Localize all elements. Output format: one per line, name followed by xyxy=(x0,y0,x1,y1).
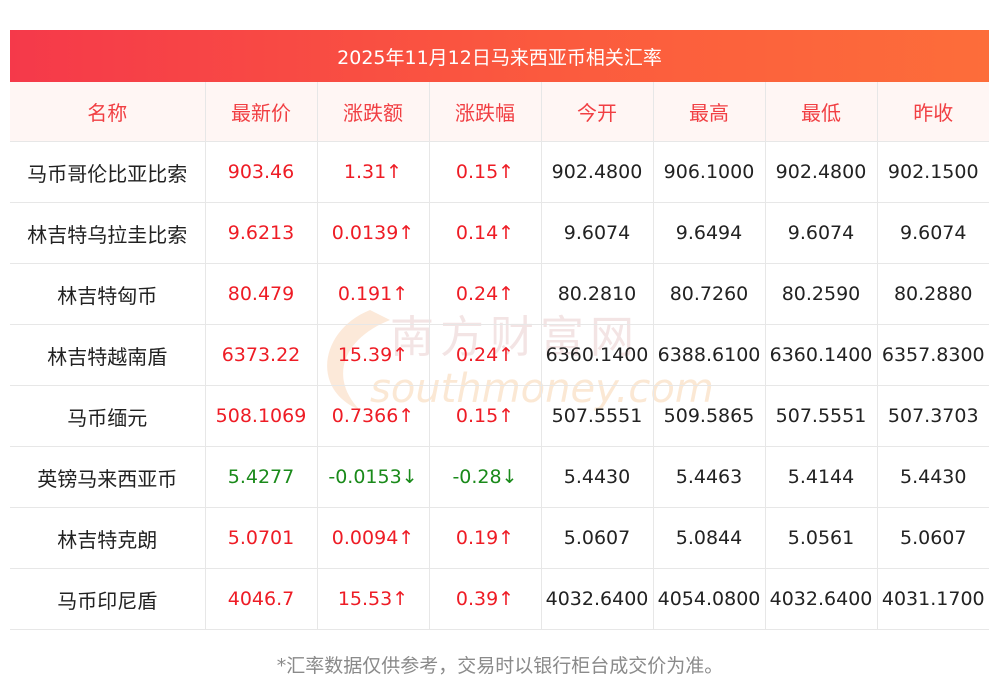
prev-close-price: 80.2880 xyxy=(877,263,989,325)
table-row: 林吉特越南盾 6373.22 15.39↑ 0.24↑ 6360.1400 6388.61… xyxy=(10,324,989,386)
latest-price: 4046.7 xyxy=(205,568,318,630)
change-amount: 1.31↑ xyxy=(317,141,430,203)
latest-price: 6373.22 xyxy=(205,324,318,386)
currency-pair-name: 马币印尼盾 xyxy=(10,568,206,630)
high-price: 906.1000 xyxy=(653,141,766,203)
prev-close-price: 5.4430 xyxy=(877,446,989,508)
currency-pair-name: 林吉特越南盾 xyxy=(10,324,206,386)
prev-close-price: 6357.8300 xyxy=(877,324,989,386)
change-percent: 0.14↑ xyxy=(429,202,542,264)
open-price: 4032.6400 xyxy=(541,568,654,630)
table-row: 英镑马来西亚币 5.4277 -0.0153↓ -0.28↓ 5.4430 5.4463 5… xyxy=(10,446,989,508)
open-price: 507.5551 xyxy=(541,385,654,447)
high-price: 80.7260 xyxy=(653,263,766,325)
change-amount: 0.7366↑ xyxy=(317,385,430,447)
low-price: 6360.1400 xyxy=(765,324,878,386)
latest-price: 508.1069 xyxy=(205,385,318,447)
open-price: 902.4800 xyxy=(541,141,654,203)
header-low: 最低 xyxy=(765,82,878,142)
low-price: 9.6074 xyxy=(765,202,878,264)
latest-price: 80.479 xyxy=(205,263,318,325)
header-high: 最高 xyxy=(653,82,766,142)
table-row: 林吉特乌拉圭比索 9.6213 0.0139↑ 0.14↑ 9.6074 9.6494 9.… xyxy=(10,202,989,264)
change-amount: 15.39↑ xyxy=(317,324,430,386)
prev-close-price: 5.0607 xyxy=(877,507,989,569)
header-latest-price: 最新价 xyxy=(205,82,318,142)
currency-pair-name: 马币哥伦比亚比索 xyxy=(10,141,206,203)
high-price: 6388.6100 xyxy=(653,324,766,386)
latest-price: 903.46 xyxy=(205,141,318,203)
change-amount: -0.0153↓ xyxy=(317,446,430,508)
high-price: 9.6494 xyxy=(653,202,766,264)
change-percent: -0.28↓ xyxy=(429,446,542,508)
open-price: 80.2810 xyxy=(541,263,654,325)
header-prev-close: 昨收 xyxy=(877,82,989,142)
currency-pair-name: 林吉特乌拉圭比索 xyxy=(10,202,206,264)
change-amount: 0.0094↑ xyxy=(317,507,430,569)
open-price: 6360.1400 xyxy=(541,324,654,386)
page-title: 2025年11月12日马来西亚币相关汇率 xyxy=(337,46,662,69)
prev-close-price: 9.6074 xyxy=(877,202,989,264)
prev-close-price: 507.3703 xyxy=(877,385,989,447)
low-price: 5.0561 xyxy=(765,507,878,569)
change-percent: 0.15↑ xyxy=(429,385,542,447)
header-change-percent: 涨跌幅 xyxy=(429,82,542,142)
change-amount: 15.53↑ xyxy=(317,568,430,630)
page-title-banner: 2025年11月12日马来西亚币相关汇率 xyxy=(10,30,989,82)
high-price: 5.4463 xyxy=(653,446,766,508)
low-price: 80.2590 xyxy=(765,263,878,325)
low-price: 902.4800 xyxy=(765,141,878,203)
open-price: 9.6074 xyxy=(541,202,654,264)
table-header-row: 名称 最新价 涨跌额 涨跌幅 今开 最高 最低 昨收 xyxy=(10,82,989,142)
high-price: 4054.0800 xyxy=(653,568,766,630)
table-row: 林吉特克朗 5.0701 0.0094↑ 0.19↑ 5.0607 5.0844 5.056… xyxy=(10,507,989,569)
currency-pair-name: 林吉特克朗 xyxy=(10,507,206,569)
disclaimer-footnote: *汇率数据仅供参考，交易时以银行柜台成交价为准。 xyxy=(276,655,724,677)
high-price: 509.5865 xyxy=(653,385,766,447)
high-price: 5.0844 xyxy=(653,507,766,569)
currency-pair-name: 英镑马来西亚币 xyxy=(10,446,206,508)
low-price: 507.5551 xyxy=(765,385,878,447)
open-price: 5.4430 xyxy=(541,446,654,508)
change-percent: 0.15↑ xyxy=(429,141,542,203)
change-percent: 0.24↑ xyxy=(429,324,542,386)
table-row: 马币哥伦比亚比索 903.46 1.31↑ 0.15↑ 902.4800 906.1000… xyxy=(10,141,989,203)
header-name: 名称 xyxy=(10,82,206,142)
change-percent: 0.39↑ xyxy=(429,568,542,630)
table-row: 马币印尼盾 4046.7 15.53↑ 0.39↑ 4032.6400 4054.0800… xyxy=(10,568,989,630)
prev-close-price: 902.1500 xyxy=(877,141,989,203)
header-change-amount: 涨跌额 xyxy=(317,82,430,142)
currency-pair-name: 林吉特匈币 xyxy=(10,263,206,325)
latest-price: 5.0701 xyxy=(205,507,318,569)
low-price: 5.4144 xyxy=(765,446,878,508)
currency-pair-name: 马币缅元 xyxy=(10,385,206,447)
prev-close-price: 4031.1700 xyxy=(877,568,989,630)
latest-price: 9.6213 xyxy=(205,202,318,264)
open-price: 5.0607 xyxy=(541,507,654,569)
table-row: 马币缅元 508.1069 0.7366↑ 0.15↑ 507.5551 509.5865… xyxy=(10,385,989,447)
change-amount: 0.0139↑ xyxy=(317,202,430,264)
change-amount: 0.191↑ xyxy=(317,263,430,325)
header-open: 今开 xyxy=(541,82,654,142)
low-price: 4032.6400 xyxy=(765,568,878,630)
change-percent: 0.24↑ xyxy=(429,263,542,325)
table-row: 林吉特匈币 80.479 0.191↑ 0.24↑ 80.2810 80.7260 80.2… xyxy=(10,263,989,325)
change-percent: 0.19↑ xyxy=(429,507,542,569)
latest-price: 5.4277 xyxy=(205,446,318,508)
exchange-rate-table: 名称 最新价 涨跌额 涨跌幅 今开 最高 最低 昨收 马币哥伦比亚比索 903.4… xyxy=(10,82,989,630)
